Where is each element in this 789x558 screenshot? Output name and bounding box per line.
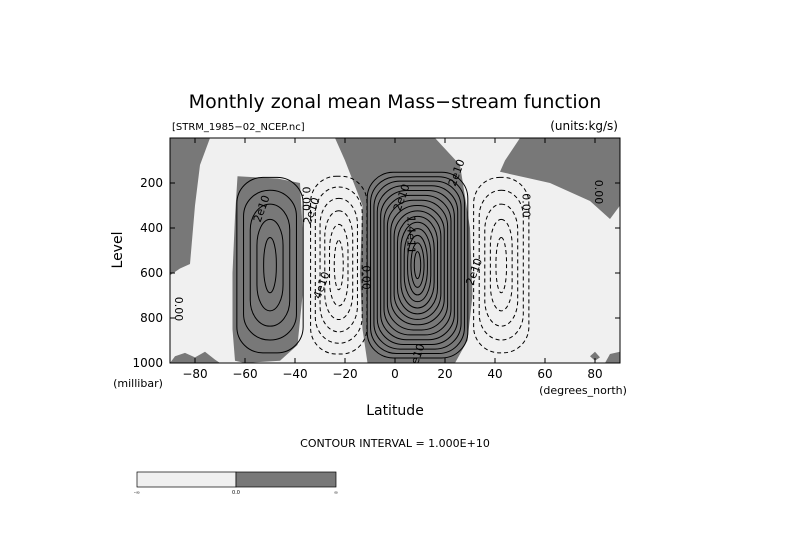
negative-contour (333, 240, 344, 291)
positive-contour (390, 204, 445, 326)
negative-contour (495, 237, 508, 294)
x-axis-label: Latitude (366, 403, 424, 419)
positive-region (500, 138, 620, 219)
positive-contour (393, 210, 442, 320)
positive-contour (383, 194, 452, 336)
x-tick-label: 60 (537, 367, 552, 381)
x-tick-label: 80 (587, 367, 602, 381)
colorbar-label-min: -∞ (134, 490, 140, 496)
positive-contour (366, 171, 469, 359)
colorbar-negative-swatch (136, 471, 237, 488)
colorbar: -∞ 0.0 ∞ (134, 471, 338, 496)
x-tick-label: 20 (437, 367, 452, 381)
positive-contour (249, 203, 291, 327)
contour-label: 0.00 (300, 187, 313, 212)
y-tick-label: 1000 (132, 356, 163, 370)
units-label: (units:kg/s) (550, 119, 618, 133)
negative-contour (478, 189, 524, 341)
contour-label: 0.00 (592, 180, 605, 205)
negative-contour (489, 218, 513, 312)
positive-contour (403, 228, 432, 303)
positive-contour (407, 234, 428, 296)
contour-label: 1.4e11 (405, 216, 418, 254)
contour-interval-text: CONTOUR INTERVAL = 1.000E+10 (300, 437, 490, 450)
colorbar-positive-swatch (235, 471, 337, 488)
x-tick-label: −60 (232, 367, 257, 381)
positive-contour (400, 221, 435, 309)
y-tick-label: 800 (140, 311, 163, 325)
contour-label: 0.00 (172, 297, 185, 322)
y-tick-label: 600 (140, 266, 163, 280)
negative-contour (329, 223, 349, 307)
negative-contour (314, 186, 363, 344)
x-tick-label: −20 (332, 367, 357, 381)
x-tick-label: −40 (282, 367, 307, 381)
x-tick-label: 40 (487, 367, 502, 381)
positive-contour (380, 189, 455, 341)
negative-contour (473, 176, 530, 354)
positive-region (590, 351, 600, 361)
y-axis-unit: (millibar) (113, 377, 163, 390)
y-tick-label: 200 (140, 176, 163, 190)
contour-label: 0.00 (360, 265, 373, 290)
x-tick-label: 0 (391, 367, 399, 381)
contour-label: 0.00 (520, 193, 533, 218)
positive-contour (410, 242, 425, 288)
positive-contour (373, 180, 462, 350)
y-axis-label: Level (110, 232, 126, 269)
positive-contour (396, 215, 439, 315)
negative-contour (319, 197, 358, 333)
positive-contour (243, 189, 297, 341)
negative-contour (484, 203, 519, 327)
positive-contour (413, 251, 422, 280)
colorbar-label-max: ∞ (334, 490, 338, 496)
positive-region (170, 351, 220, 363)
x-axis-unit: (degrees_north) (539, 384, 627, 397)
positive-contour (370, 176, 465, 355)
colorbar-label-zero: 0.0 (232, 490, 240, 496)
y-axis-ticks: 200 400 600 800 1000 (132, 176, 620, 370)
positive-contour (236, 176, 304, 354)
positive-contour (256, 218, 284, 312)
positive-contour (376, 185, 459, 345)
positive-contour (263, 237, 277, 294)
positive-contour (386, 199, 449, 331)
contour-lines (236, 171, 530, 359)
x-axis-ticks: −80 −60 −40 −20 0 20 40 60 80 (182, 138, 603, 381)
positive-region (605, 351, 620, 363)
chart-title: Monthly zonal mean Mass−stream function (189, 91, 602, 113)
positive-region (170, 138, 210, 276)
y-tick-label: 400 (140, 221, 163, 235)
negative-contour (324, 210, 354, 321)
x-tick-label: −80 (182, 367, 207, 381)
file-label: [STRM_1985−02_NCEP.nc] (172, 122, 305, 133)
